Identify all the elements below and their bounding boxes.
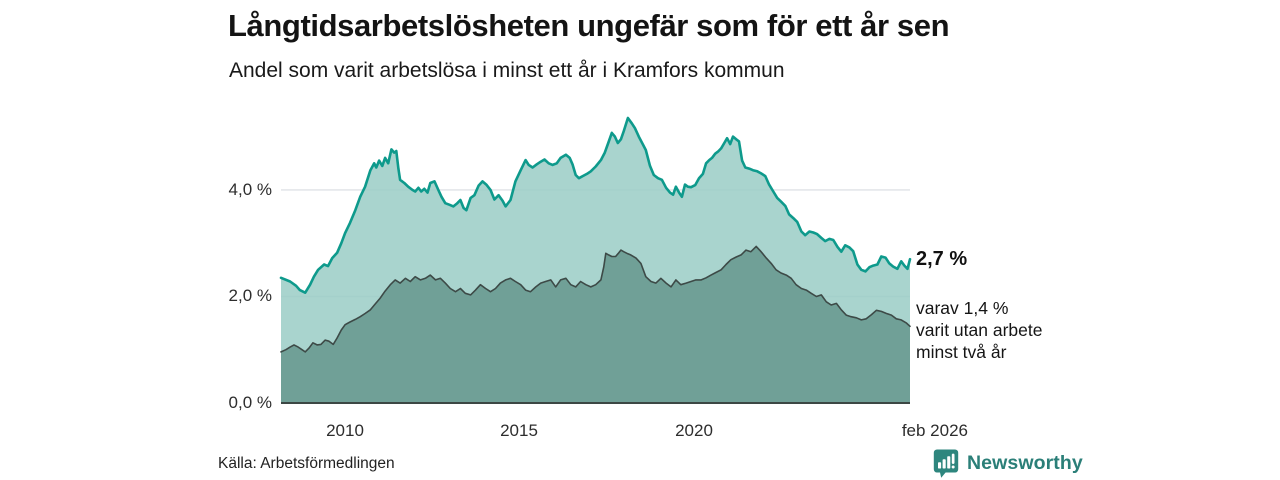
brand-logo: Newsworthy — [933, 449, 1083, 478]
x-axis-tick-2015: 2015 — [500, 421, 538, 440]
page-title: Långtidsarbetslösheten ungefär som för e… — [228, 8, 950, 43]
y-axis-tick-4: 4,0 % — [228, 180, 272, 199]
plot-area — [279, 110, 912, 403]
end-sub-label: varav 1,4 % varit utan arbete minst två … — [916, 298, 1043, 362]
x-axis-tick-2020: 2020 — [675, 421, 713, 440]
x-axis-tick-feb-2026: feb 2026 — [901, 421, 968, 440]
x-axis-tick-2010: 2010 — [326, 421, 364, 440]
y-axis-tick-0: 0,0 % — [228, 393, 272, 412]
newsworthy-barchart-bubble-icon — [933, 449, 959, 478]
area-chart — [279, 116, 912, 403]
brand-name: Newsworthy — [967, 452, 1083, 474]
chart-subtitle: Andel som varit arbetslösa i minst ett å… — [229, 59, 785, 82]
end-value-label: 2,7 % — [916, 248, 968, 270]
y-axis-tick-2: 2,0 % — [228, 286, 272, 305]
source-credit: Källa: Arbetsförmedlingen — [218, 455, 395, 472]
x-axis-baseline — [281, 402, 910, 404]
